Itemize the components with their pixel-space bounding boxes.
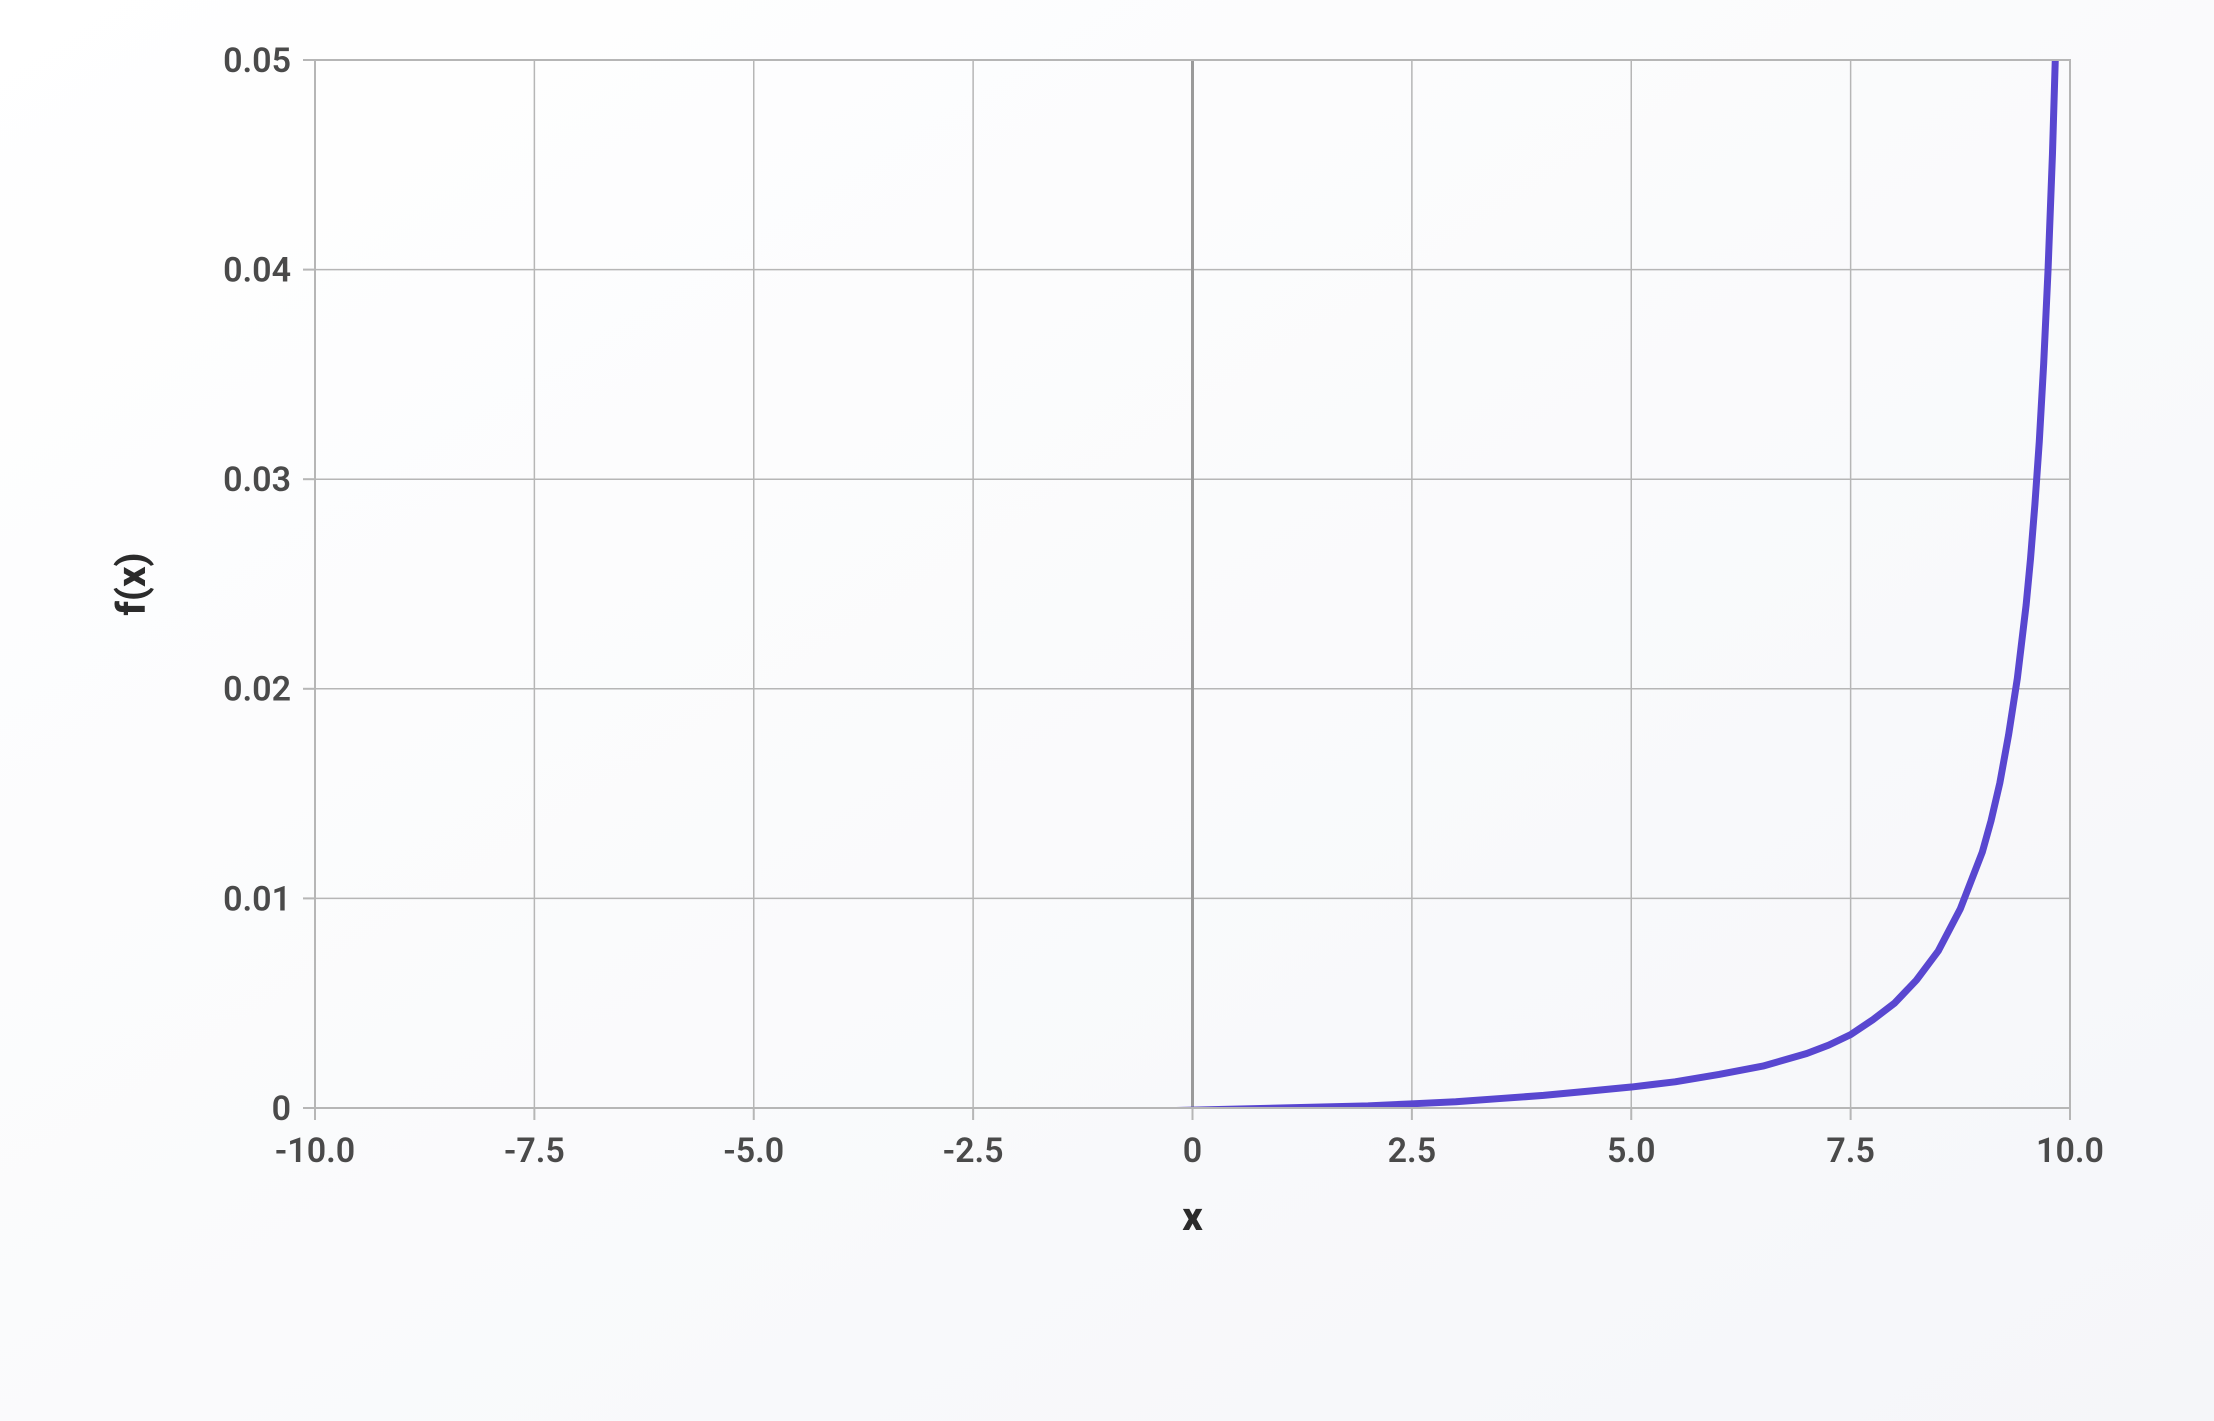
y-tick-label: 0.03: [223, 460, 291, 500]
x-tick-label: -5.0: [723, 1131, 784, 1171]
x-tick-label: 10.0: [2036, 1131, 2104, 1171]
x-axis-title: x: [1182, 1193, 1203, 1240]
y-tick-label: 0: [272, 1089, 291, 1129]
x-tick-label: -2.5: [943, 1131, 1004, 1171]
x-tick-label: -7.5: [504, 1131, 565, 1171]
x-tick-label: 2.5: [1388, 1131, 1437, 1171]
y-axis-title: f(x): [108, 552, 155, 615]
x-tick-label: 7.5: [1826, 1131, 1875, 1171]
y-tick-label: 0.04: [223, 251, 291, 291]
line-chart: -10.0 -7.5 -5.0 -2.5 0 2.5 5.0 7.5 10.0 0 0.01 0.02…: [0, 0, 2214, 1421]
y-tick-label: 0.01: [223, 879, 291, 919]
x-tick-label: -10.0: [275, 1131, 355, 1171]
x-tick-label: 0: [1183, 1131, 1202, 1171]
chart-svg: -10.0 -7.5 -5.0 -2.5 0 2.5 5.0 7.5 10.0 0 0.01 0.02…: [0, 0, 2214, 1421]
y-tick-label: 0.05: [223, 41, 291, 81]
y-tick-label: 0.02: [223, 670, 291, 710]
chart-background: [0, 0, 2214, 1421]
x-tick-label: 5.0: [1607, 1131, 1656, 1171]
